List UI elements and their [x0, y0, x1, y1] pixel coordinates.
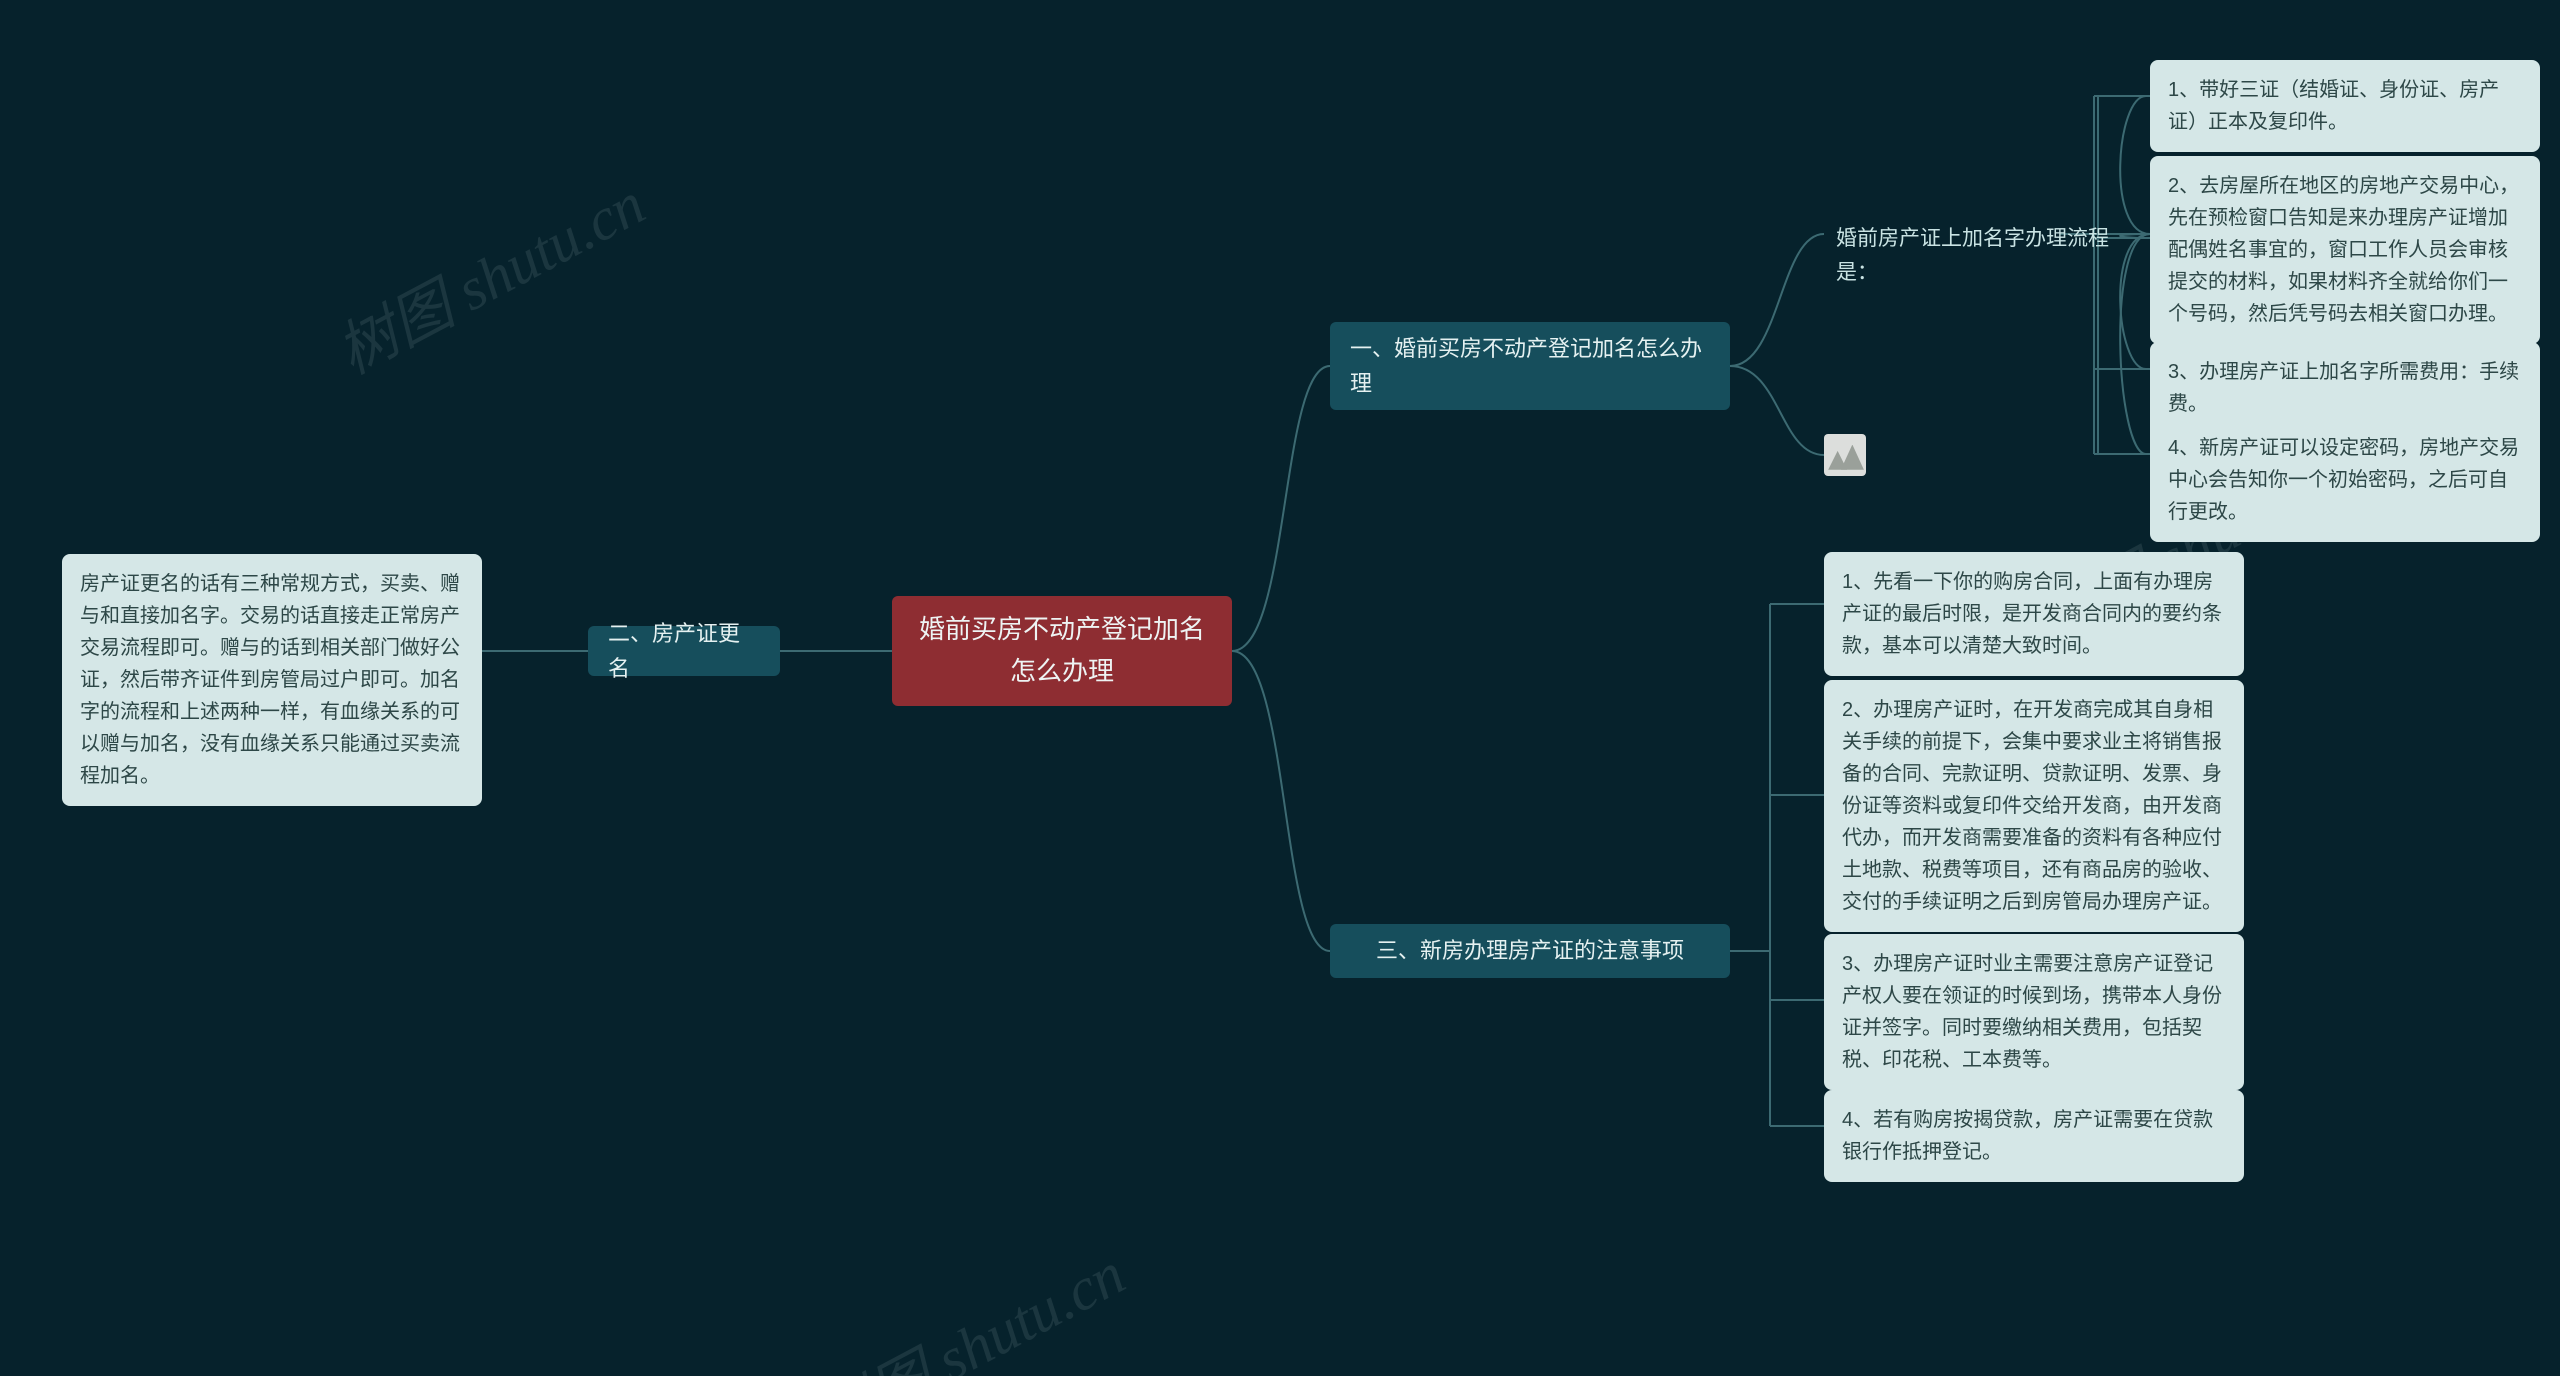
- branch-2-leaf: 房产证更名的话有三种常规方式，买卖、赠与和直接加名字。交易的话直接走正常房产交易…: [62, 554, 482, 806]
- leaf-text: 3、办理房产证上加名字所需费用：手续费。: [2168, 356, 2522, 420]
- image-placeholder-icon: [1824, 434, 1866, 476]
- leaf-text: 4、新房产证可以设定密码，房地产交易中心会告知你一个初始密码，之后可自行更改。: [2168, 432, 2522, 528]
- watermark: 树图 shutu.cn: [319, 156, 657, 391]
- leaf-text: 2、去房屋所在地区的房地产交易中心，先在预检窗口告知是来办理房产证增加配偶姓名事…: [2168, 170, 2522, 330]
- branch-3-leaf-4: 4、若有购房按揭贷款，房产证需要在贷款银行作抵押登记。: [1824, 1090, 2244, 1182]
- branch-1-sub: 婚前房产证上加名字办理流程是：: [1824, 214, 2154, 297]
- leaf-text: 3、办理房产证时业主需要注意房产证登记产权人要在领证的时候到场，携带本人身份证并…: [1842, 948, 2226, 1076]
- branch-3-text: 三、新房办理房产证的注意事项: [1376, 933, 1684, 968]
- branch-3-leaf-3: 3、办理房产证时业主需要注意房产证登记产权人要在领证的时候到场，携带本人身份证并…: [1824, 934, 2244, 1090]
- leaf-text: 1、先看一下你的购房合同，上面有办理房产证的最后时限，是开发商合同内的要约条款，…: [1842, 566, 2226, 662]
- branch-1-leaf-4: 4、新房产证可以设定密码，房地产交易中心会告知你一个初始密码，之后可自行更改。: [2150, 418, 2540, 542]
- branch-1: 一、婚前买房不动产登记加名怎么办理: [1330, 322, 1730, 410]
- branch-1-leaf-1: 1、带好三证（结婚证、身份证、房产证）正本及复印件。: [2150, 60, 2540, 152]
- branch-1-text: 一、婚前买房不动产登记加名怎么办理: [1350, 331, 1710, 401]
- watermark: 树图 shutu.cn: [799, 1226, 1137, 1376]
- branch-2: 二、房产证更名: [588, 626, 780, 676]
- branch-3-leaf-1: 1、先看一下你的购房合同，上面有办理房产证的最后时限，是开发商合同内的要约条款，…: [1824, 552, 2244, 676]
- branch-1-leaf-2: 2、去房屋所在地区的房地产交易中心，先在预检窗口告知是来办理房产证增加配偶姓名事…: [2150, 156, 2540, 344]
- leaf-text: 4、若有购房按揭贷款，房产证需要在贷款银行作抵押登记。: [1842, 1104, 2226, 1168]
- leaf-text: 2、办理房产证时，在开发商完成其自身相关手续的前提下，会集中要求业主将销售报备的…: [1842, 694, 2226, 918]
- leaf-text: 1、带好三证（结婚证、身份证、房产证）正本及复印件。: [2168, 74, 2522, 138]
- branch-2-text: 二、房产证更名: [608, 616, 760, 686]
- root-node: 婚前买房不动产登记加名怎么办理: [892, 596, 1232, 706]
- branch-3: 三、新房办理房产证的注意事项: [1330, 924, 1730, 978]
- leaf-text: 房产证更名的话有三种常规方式，买卖、赠与和直接加名字。交易的话直接走正常房产交易…: [80, 568, 464, 792]
- branch-3-leaf-2: 2、办理房产证时，在开发商完成其自身相关手续的前提下，会集中要求业主将销售报备的…: [1824, 680, 2244, 932]
- branch-1-sub-text: 婚前房产证上加名字办理流程是：: [1836, 222, 2142, 289]
- root-text: 婚前买房不动产登记加名怎么办理: [916, 609, 1208, 692]
